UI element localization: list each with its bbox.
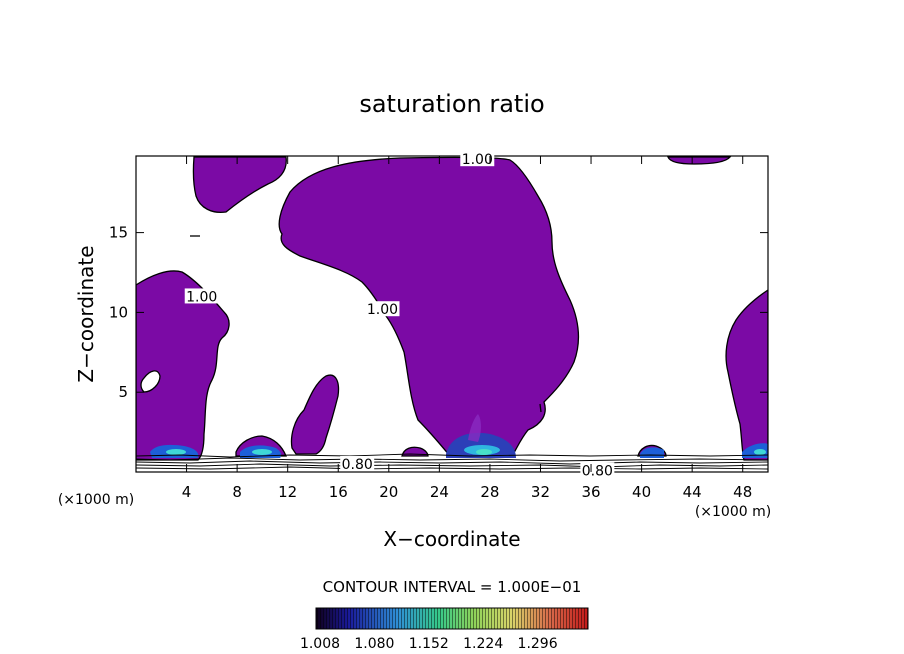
surface-contour-1 (135, 453, 769, 458)
colorbar-label: 1.008 (300, 636, 340, 652)
fill-region-right-column (725, 289, 768, 461)
colorbar-label: 1.224 (463, 636, 503, 652)
x-tick-label: 36 (581, 483, 600, 501)
fill-region-central-cloud (278, 156, 579, 457)
patch-3-center (476, 449, 492, 455)
x-axis-ticks: 4 8 12 16 20 24 28 32 36 40 44 48 (182, 156, 752, 501)
surface-contours (135, 453, 769, 470)
colorbar-stripes (316, 608, 588, 629)
y-tick-label: 10 (109, 303, 128, 321)
y-axis-unit: (×1000 m) (58, 492, 134, 508)
x-tick-label: 24 (430, 483, 449, 501)
contour-labels: 1.00 1.00 1.00 0.80 0.80 (184, 151, 615, 479)
contour-label: 0.80 (582, 463, 613, 479)
x-axis-unit: (×1000 m) (695, 504, 771, 520)
surface-contour-5 (135, 466, 769, 470)
x-tick-label: 32 (531, 483, 550, 501)
fill-region-top-left (192, 156, 287, 214)
fill-region-left-column (136, 270, 230, 461)
high-ratio-patches (150, 414, 768, 458)
contour-label: 1.00 (462, 152, 493, 168)
y-tick-label: 5 (118, 383, 128, 401)
x-axis-label: X−coordinate (383, 527, 520, 551)
surface-contour-3 (135, 460, 769, 465)
chart-title: saturation ratio (359, 90, 544, 118)
x-tick-label: 48 (733, 483, 752, 501)
patch-5-core (754, 449, 766, 455)
y-axis-ticks: 5 10 15 (109, 224, 768, 401)
fill-region-top-right (667, 156, 732, 165)
surface-contour-4 (135, 463, 769, 468)
patch-1-core (166, 449, 186, 455)
contour-label-bg (580, 462, 615, 478)
contour-interval-label: CONTOUR INTERVAL = 1.000E−01 (323, 578, 582, 596)
contour-label: 1.00 (186, 289, 217, 305)
fill-region-small-cloud (290, 374, 340, 455)
x-tick-label: 40 (632, 483, 651, 501)
colorbar: 1.008 1.080 1.152 1.224 1.296 (300, 607, 589, 652)
contour-label-bg (365, 301, 400, 317)
patch-2-core (252, 449, 272, 455)
y-axis-label: Z−coordinate (74, 245, 98, 382)
x-tick-label: 16 (329, 483, 348, 501)
supersaturated-regions (136, 156, 768, 461)
clear-hole-left (140, 370, 161, 393)
surface-contour-2 (135, 457, 769, 462)
contour-label: 0.80 (342, 457, 373, 473)
x-tick-label: 44 (683, 483, 702, 501)
y-tick-label: 15 (109, 224, 128, 242)
colorbar-labels: 1.008 1.080 1.152 1.224 1.296 (300, 636, 558, 652)
contour-fragment-2 (539, 403, 542, 413)
x-tick-label: 12 (278, 483, 297, 501)
patch-3-plume (468, 414, 481, 442)
colorbar-label: 1.296 (518, 636, 558, 652)
colorbar-label: 1.080 (354, 636, 394, 652)
contour-label: 1.00 (367, 302, 398, 318)
contour-label-bg (184, 288, 219, 304)
x-tick-label: 4 (182, 483, 192, 501)
x-tick-label: 20 (379, 483, 398, 501)
colorbar-frame (315, 607, 589, 630)
x-tick-label: 8 (232, 483, 242, 501)
plot-frame (135, 155, 769, 473)
contour-label-bg (460, 151, 495, 167)
x-tick-label: 28 (480, 483, 499, 501)
contour-label-bg (340, 456, 375, 472)
colorbar-label: 1.152 (409, 636, 449, 652)
